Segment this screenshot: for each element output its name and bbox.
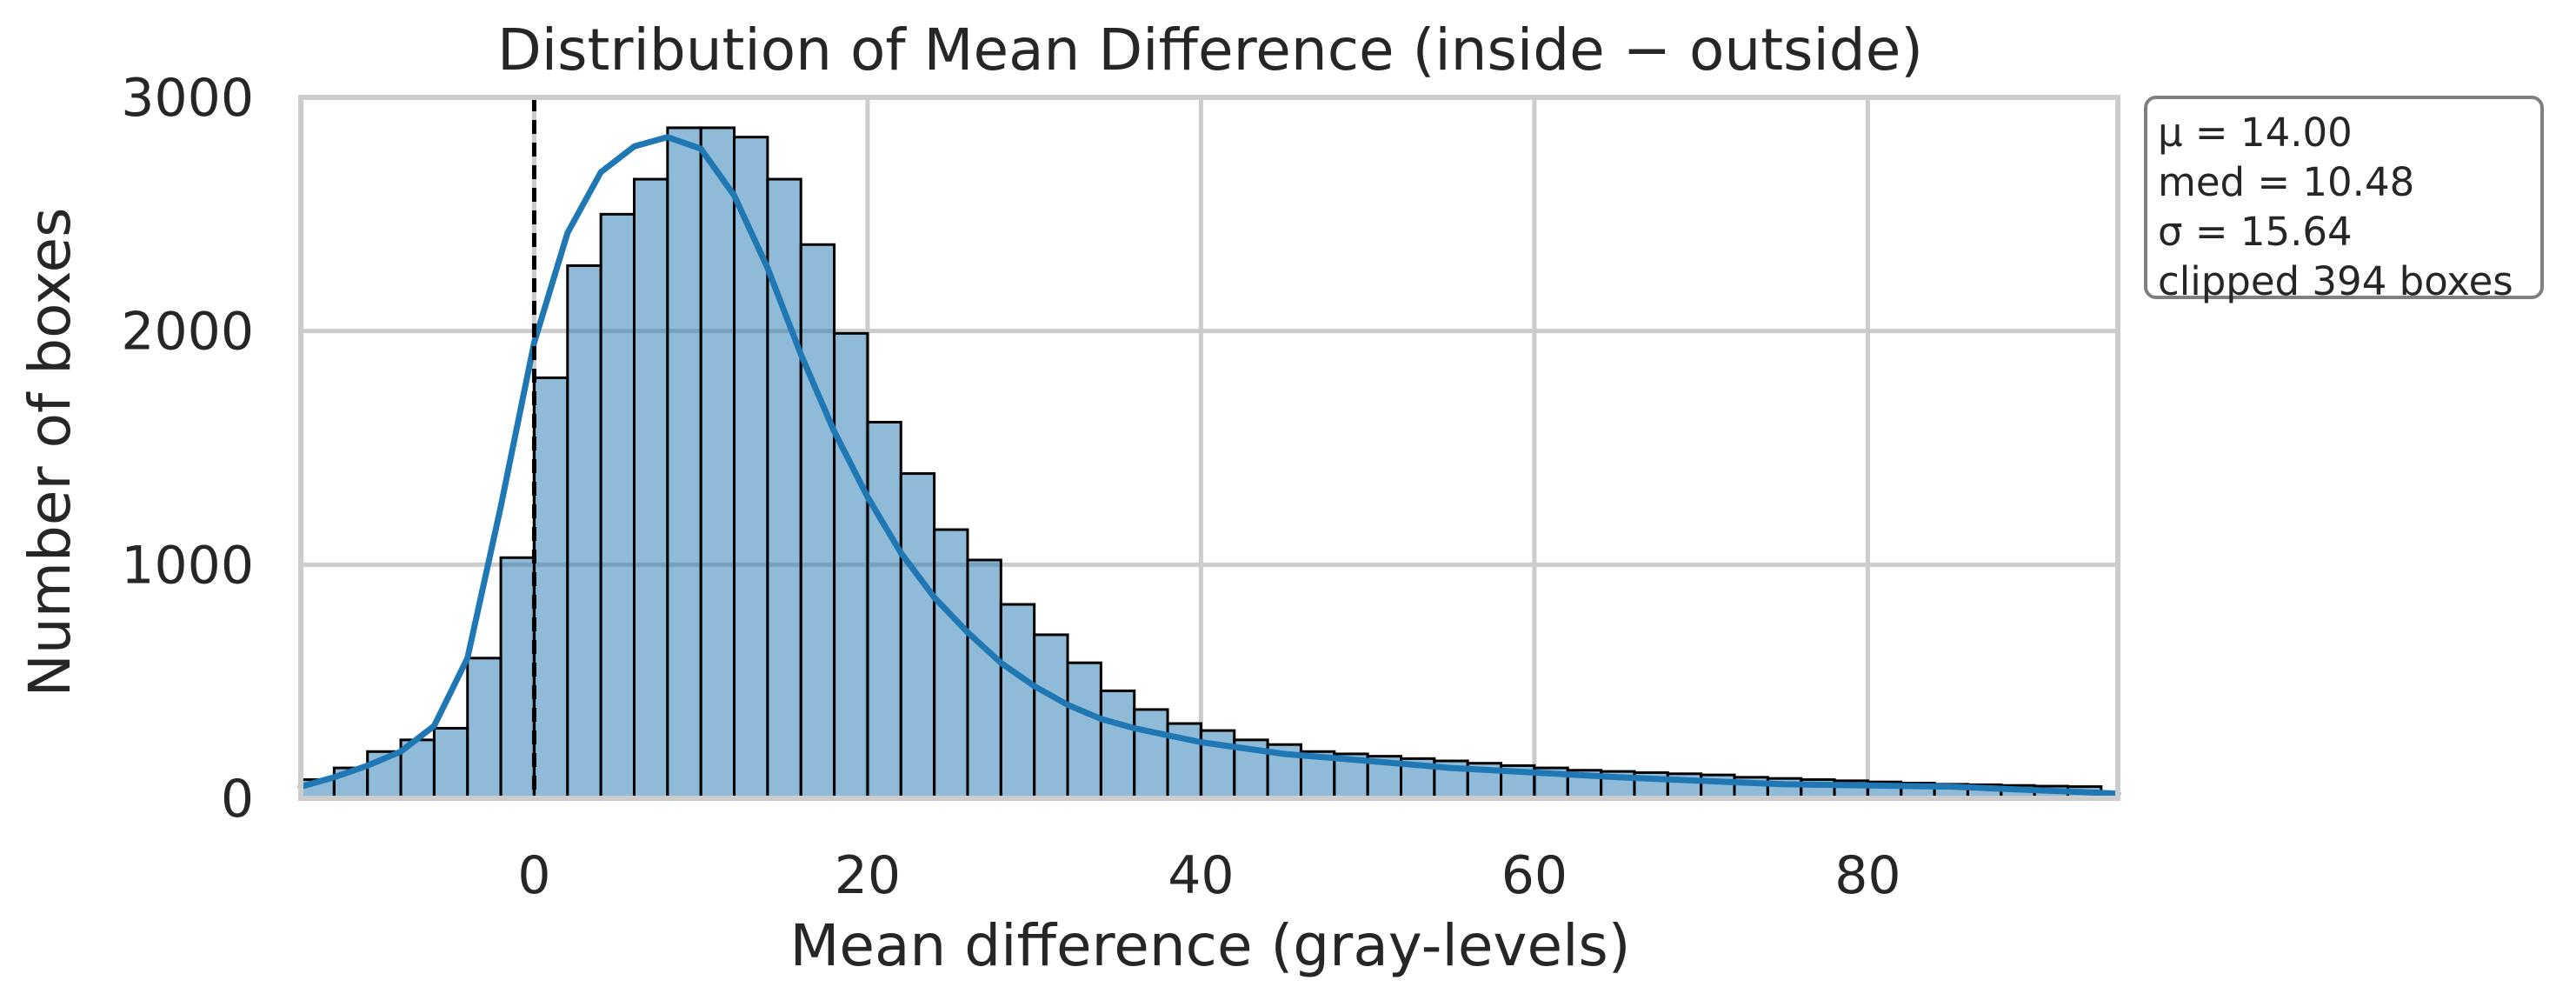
x-tick-label-3: 60 (1501, 845, 1568, 906)
stat-sigma: σ = 15.64 (2158, 209, 2353, 255)
histogram-bar (933, 528, 969, 800)
y-tick-label-1: 1000 (121, 535, 254, 596)
histogram-bar (899, 472, 936, 800)
stat-clipped: clipped 394 boxes (2158, 258, 2513, 304)
histogram-bar (966, 558, 1002, 800)
histogram-bar (1033, 633, 1069, 800)
histogram-bar (999, 603, 1036, 800)
x-axis-label: Mean difference (gray-levels) (789, 912, 1630, 979)
stats-box: μ = 14.00 med = 10.48 σ = 15.64 clipped … (2144, 96, 2544, 304)
histogram-bar (1099, 689, 1136, 800)
x-tick-labels: 0 20 40 60 80 (517, 845, 1900, 906)
histogram-bar (566, 263, 602, 800)
histogram-bar (632, 177, 669, 800)
histogram-bar (866, 420, 902, 800)
x-tick-label-2: 40 (1168, 845, 1234, 906)
y-axis-label: Number of boxes (17, 208, 83, 697)
histogram-bar (466, 657, 503, 800)
histogram-bar (499, 556, 536, 800)
histogram-bar (599, 212, 636, 800)
kde-curve (297, 134, 2121, 797)
y-tick-label-2: 2000 (121, 302, 254, 363)
x-tick-label-4: 80 (1834, 845, 1900, 906)
y-tick-label-3: 3000 (121, 68, 254, 129)
histogram-bar (699, 126, 736, 800)
x-tick-label-0: 0 (517, 845, 550, 906)
histogram-bar (666, 126, 702, 800)
y-tick-label-0: 0 (221, 769, 254, 830)
stat-median: med = 10.48 (2158, 159, 2415, 205)
histogram-bars (299, 126, 2103, 800)
histogram-bar (532, 376, 569, 800)
histogram-bar (833, 331, 869, 800)
stat-mean: μ = 14.00 (2158, 110, 2353, 156)
histogram-bar (1066, 661, 1102, 800)
plot-frame (298, 95, 2120, 801)
chart-title: Distribution of Mean Difference (inside … (497, 17, 1923, 83)
histogram-bar (766, 177, 802, 800)
y-tick-labels: 0 1000 2000 3000 (121, 68, 254, 830)
x-tick-label-1: 20 (835, 845, 901, 906)
histogram-bar (1133, 708, 1169, 800)
histogram-bar (799, 243, 836, 800)
histogram-bar (432, 726, 469, 800)
